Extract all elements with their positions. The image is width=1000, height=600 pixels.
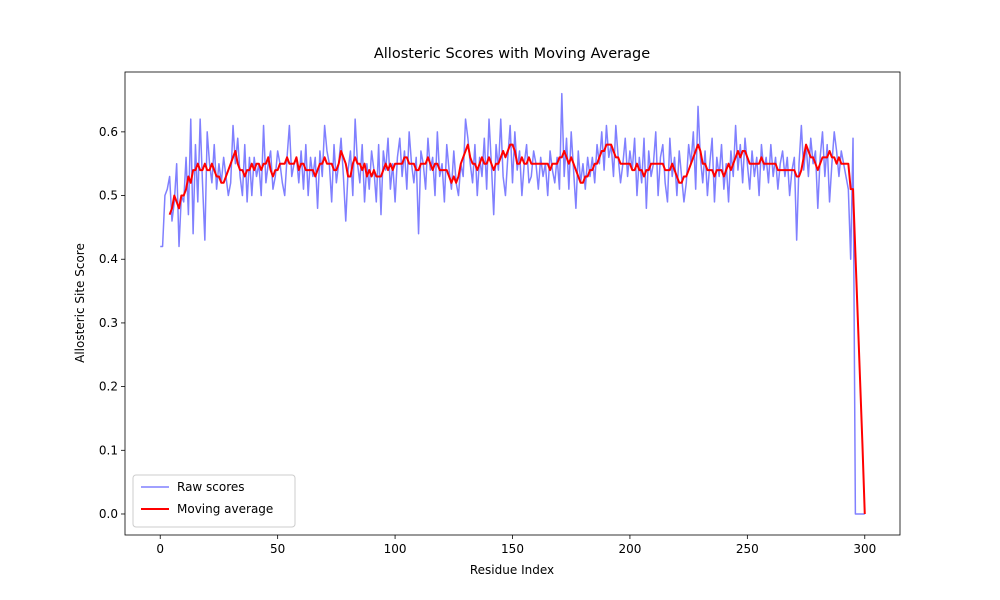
series-line	[168, 143, 866, 515]
y-tick-label: 0.2	[99, 380, 118, 394]
legend-label: Moving average	[177, 502, 273, 516]
y-axis-label: Allosteric Site Score	[73, 243, 87, 363]
chart-title: Allosteric Scores with Moving Average	[374, 46, 650, 62]
plot-area: 0 50 100 150 200 250 300 0.0 0.1 0.2 0.3 0.4 0.5 0.6	[99, 71, 901, 556]
legend-box	[132, 474, 296, 528]
legend: Raw scores Moving average	[132, 474, 296, 528]
legend-label: Raw scores	[177, 480, 245, 494]
x-axis-label: Residue Index	[470, 563, 554, 577]
x-tick-label: 150	[501, 542, 524, 556]
x-tick-label: 100	[384, 542, 407, 556]
y-tick-label: 0.5	[99, 189, 118, 203]
y-tick-label: 0.1	[99, 443, 118, 457]
x-tick-label: 50	[270, 542, 285, 556]
axes-frame	[124, 71, 901, 536]
x-tick-label: 0	[156, 542, 164, 556]
y-tick-label: 0.3	[99, 316, 118, 330]
y-tick-label: 0.6	[99, 125, 118, 139]
x-tick-label: 200	[618, 542, 641, 556]
x-tick-label: 250	[736, 542, 759, 556]
x-tick-label: 300	[853, 542, 876, 556]
y-tick-label: 0.0	[99, 507, 118, 521]
y-tick-label: 0.4	[99, 252, 118, 266]
series-line	[160, 92, 865, 515]
